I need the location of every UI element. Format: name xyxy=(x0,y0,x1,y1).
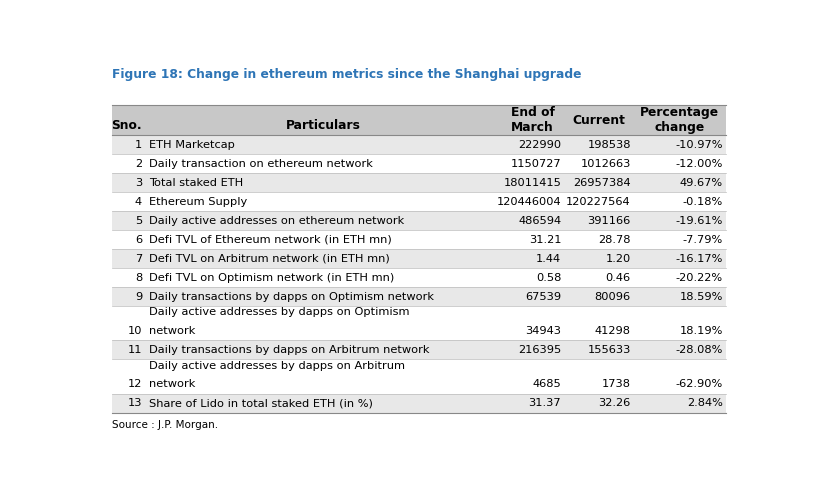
Text: 1: 1 xyxy=(135,140,142,150)
Text: Share of Lido in total staked ETH (in %): Share of Lido in total staked ETH (in %) xyxy=(149,398,373,408)
Text: 18.19%: 18.19% xyxy=(679,326,722,336)
Text: ETH Marketcap: ETH Marketcap xyxy=(149,140,234,150)
Text: network: network xyxy=(149,379,195,389)
Bar xyxy=(112,393,725,413)
Text: 9: 9 xyxy=(135,292,142,302)
Bar xyxy=(112,230,725,249)
Text: 6: 6 xyxy=(135,235,142,245)
Text: 18.59%: 18.59% xyxy=(679,292,722,302)
Text: Defi TVL on Optimism network (in ETH mn): Defi TVL on Optimism network (in ETH mn) xyxy=(149,273,395,283)
Text: 1150727: 1150727 xyxy=(511,159,561,169)
Text: 1.20: 1.20 xyxy=(605,254,631,264)
Bar xyxy=(112,249,725,268)
Text: 7: 7 xyxy=(135,254,142,264)
Text: 486594: 486594 xyxy=(518,216,561,226)
Text: -62.90%: -62.90% xyxy=(676,379,722,389)
Text: 18011415: 18011415 xyxy=(503,178,561,188)
Text: 34943: 34943 xyxy=(525,326,561,336)
Text: 10: 10 xyxy=(127,326,142,336)
Text: 12: 12 xyxy=(127,379,142,389)
Text: Defi TVL of Ethereum network (in ETH mn): Defi TVL of Ethereum network (in ETH mn) xyxy=(149,235,391,245)
Text: Percentage
change: Percentage change xyxy=(641,106,720,134)
Text: Daily transaction on ethereum network: Daily transaction on ethereum network xyxy=(149,159,373,169)
Bar xyxy=(112,135,725,154)
Text: End of
March: End of March xyxy=(511,106,555,134)
Text: network: network xyxy=(149,326,195,336)
Text: 5: 5 xyxy=(135,216,142,226)
Text: 8: 8 xyxy=(135,273,142,283)
Bar xyxy=(112,341,725,360)
Bar xyxy=(112,360,725,393)
Text: 49.67%: 49.67% xyxy=(680,178,722,188)
Text: Particulars: Particulars xyxy=(286,119,360,132)
Text: Daily transactions by dapps on Arbitrum network: Daily transactions by dapps on Arbitrum … xyxy=(149,345,430,355)
Text: 0.46: 0.46 xyxy=(605,273,631,283)
Text: 216395: 216395 xyxy=(518,345,561,355)
Text: -0.18%: -0.18% xyxy=(682,197,722,207)
Text: 31.37: 31.37 xyxy=(529,398,561,408)
Bar xyxy=(112,192,725,211)
Text: 32.26: 32.26 xyxy=(599,398,631,408)
Text: Daily active addresses by dapps on Arbitrum: Daily active addresses by dapps on Arbit… xyxy=(149,361,405,370)
Text: 13: 13 xyxy=(127,398,142,408)
Text: 41298: 41298 xyxy=(595,326,631,336)
Text: -19.61%: -19.61% xyxy=(676,216,722,226)
Text: 11: 11 xyxy=(127,345,142,355)
Text: Current: Current xyxy=(573,114,626,126)
Text: -10.97%: -10.97% xyxy=(675,140,722,150)
Text: 120227564: 120227564 xyxy=(566,197,631,207)
Text: 1012663: 1012663 xyxy=(580,159,631,169)
Text: 4685: 4685 xyxy=(533,379,561,389)
Text: -28.08%: -28.08% xyxy=(676,345,722,355)
Bar xyxy=(112,306,725,341)
Text: Source : J.P. Morgan.: Source : J.P. Morgan. xyxy=(112,420,218,430)
Text: Ethereum Supply: Ethereum Supply xyxy=(149,197,248,207)
Text: -20.22%: -20.22% xyxy=(676,273,722,283)
Text: 0.58: 0.58 xyxy=(536,273,561,283)
Bar xyxy=(112,211,725,230)
Text: 28.78: 28.78 xyxy=(598,235,631,245)
Text: 2.84%: 2.84% xyxy=(687,398,722,408)
Text: 4: 4 xyxy=(135,197,142,207)
Text: 222990: 222990 xyxy=(518,140,561,150)
Bar xyxy=(112,287,725,306)
Text: 155633: 155633 xyxy=(587,345,631,355)
Bar xyxy=(112,154,725,173)
Text: Daily active addresses on ethereum network: Daily active addresses on ethereum netwo… xyxy=(149,216,404,226)
Text: 67539: 67539 xyxy=(525,292,561,302)
Text: 2: 2 xyxy=(135,159,142,169)
Text: Figure 18: Change in ethereum metrics since the Shanghai upgrade: Figure 18: Change in ethereum metrics si… xyxy=(112,68,581,81)
Text: -7.79%: -7.79% xyxy=(682,235,722,245)
Text: Daily transactions by dapps on Optimism network: Daily transactions by dapps on Optimism … xyxy=(149,292,434,302)
Bar xyxy=(112,268,725,287)
Text: 31.21: 31.21 xyxy=(529,235,561,245)
Bar xyxy=(112,105,725,135)
Text: -16.17%: -16.17% xyxy=(676,254,722,264)
Text: Defi TVL on Arbitrum network (in ETH mn): Defi TVL on Arbitrum network (in ETH mn) xyxy=(149,254,390,264)
Text: 26957384: 26957384 xyxy=(574,178,631,188)
Text: 1.44: 1.44 xyxy=(536,254,561,264)
Text: Daily active addresses by dapps on Optimism: Daily active addresses by dapps on Optim… xyxy=(149,307,409,318)
Text: 391166: 391166 xyxy=(587,216,631,226)
Bar xyxy=(112,173,725,192)
Text: Total staked ETH: Total staked ETH xyxy=(149,178,243,188)
Text: 3: 3 xyxy=(135,178,142,188)
Text: -12.00%: -12.00% xyxy=(676,159,722,169)
Text: 1738: 1738 xyxy=(602,379,631,389)
Text: 120446004: 120446004 xyxy=(497,197,561,207)
Text: 198538: 198538 xyxy=(587,140,631,150)
Text: Sno.: Sno. xyxy=(111,119,142,132)
Text: 80096: 80096 xyxy=(595,292,631,302)
